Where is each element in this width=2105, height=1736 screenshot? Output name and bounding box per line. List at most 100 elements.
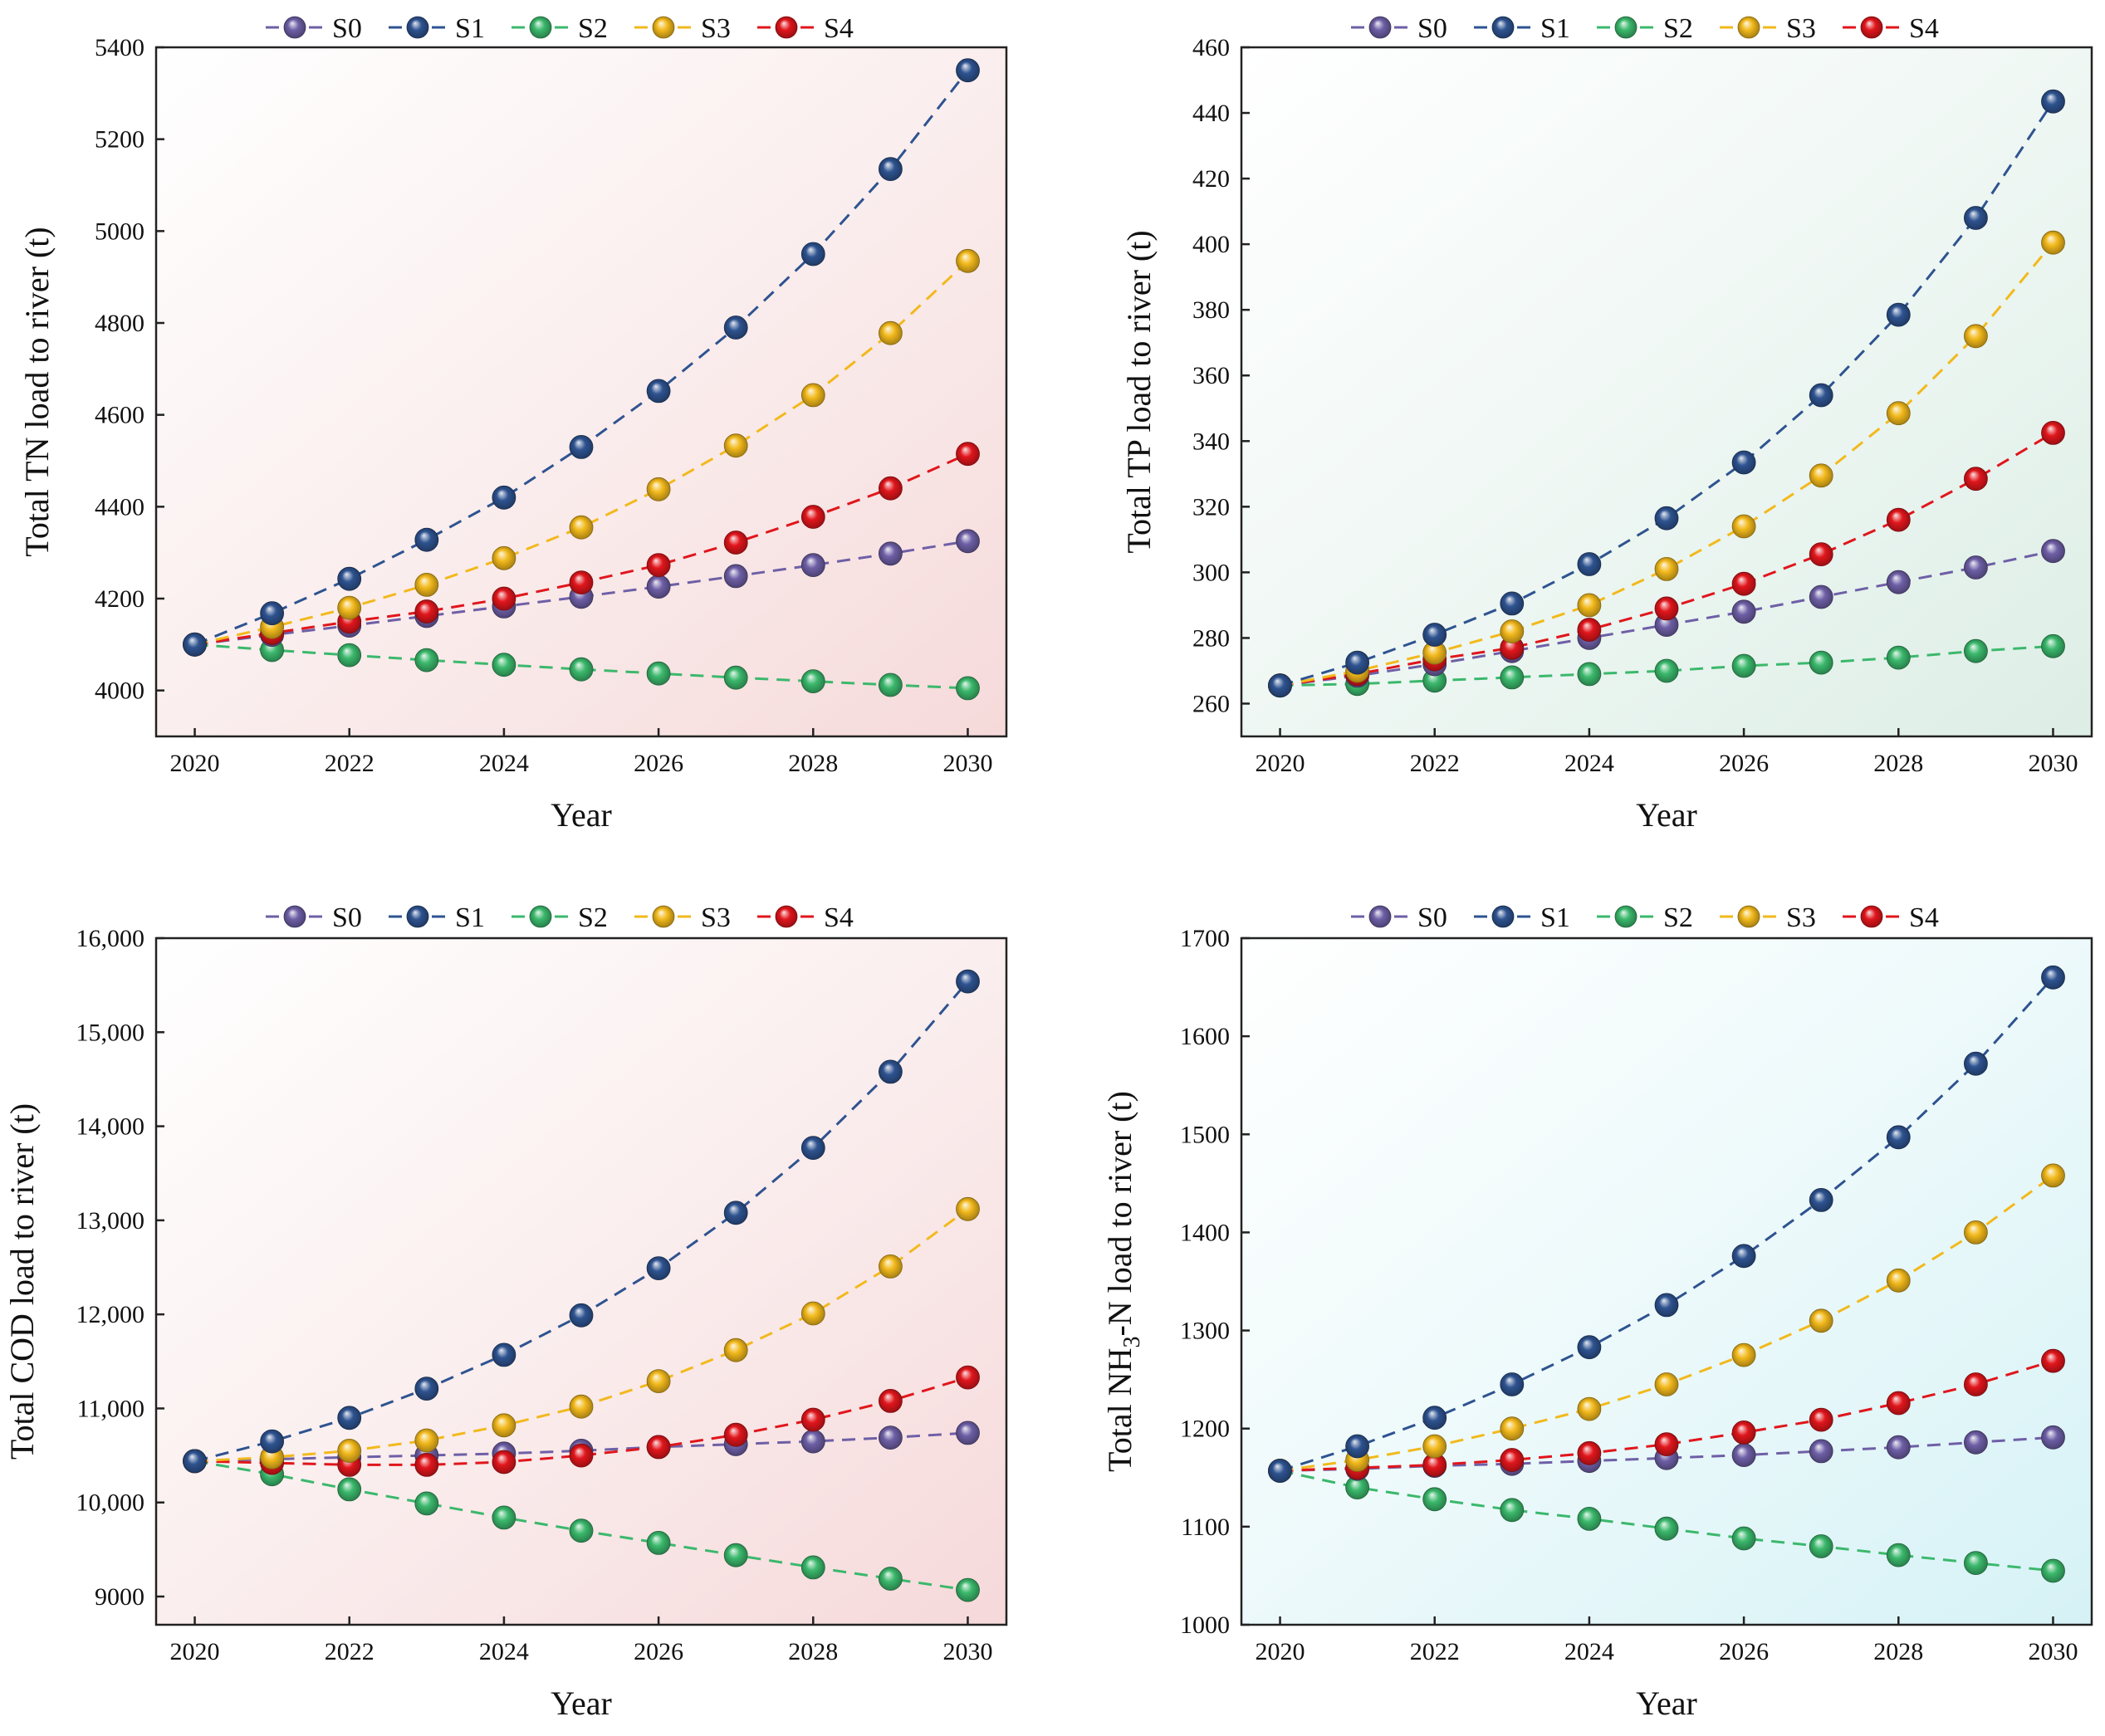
legend-item-S0: S0 (1351, 13, 1447, 44)
legend-item-S1: S1 (389, 13, 485, 44)
point-S4-2027 (723, 531, 748, 555)
y-tick-label: 4800 (95, 310, 144, 337)
point-S2-2022 (1422, 1487, 1447, 1512)
point-S1-2026 (646, 1256, 671, 1280)
series-S1 (183, 58, 980, 657)
y-tick-label: 1600 (1180, 1023, 1230, 1050)
point-S4-2026 (646, 553, 671, 577)
legend-label: S0 (1417, 902, 1447, 933)
y-tick-label: 1200 (1180, 1416, 1230, 1443)
x-tick-label: 2020 (1256, 750, 1305, 777)
legend-item-S3: S3 (634, 902, 731, 933)
x-tick-label: 2026 (634, 750, 683, 777)
point-S1-2029 (879, 157, 903, 182)
point-S4-2030 (2041, 421, 2065, 445)
point-S3-2024 (1577, 1396, 1602, 1421)
point-S4-2023 (1500, 1448, 1525, 1472)
y-tick-label: 1700 (1180, 925, 1230, 952)
x-tick-label: 2022 (1410, 1638, 1460, 1665)
point-S0-2029 (879, 541, 903, 566)
y-axis-title: Total COD load to river (t) (3, 1103, 41, 1460)
point-S1-2021 (260, 601, 285, 626)
legend-item-S2: S2 (512, 13, 608, 44)
x-tick-label: 2024 (479, 750, 529, 777)
point-S1-2022 (337, 1406, 362, 1430)
legend-item-S3: S3 (1720, 902, 1816, 933)
legend-label: S1 (455, 13, 485, 44)
point-S4-2028 (800, 1407, 825, 1432)
legend-item-S0: S0 (1351, 902, 1447, 933)
point-S4-2029 (1963, 467, 1988, 491)
point-S0-2028 (1886, 1435, 1911, 1460)
point-S3-2028 (800, 383, 825, 408)
legend-label: S2 (1663, 902, 1693, 933)
point-S3-2028 (800, 1301, 825, 1326)
y-tick-label: 12,000 (76, 1301, 145, 1328)
point-S0-2029 (879, 1425, 903, 1450)
legend-label: S3 (1786, 13, 1816, 44)
legend-label: S2 (1663, 13, 1693, 44)
legend-item-S2: S2 (1597, 902, 1693, 933)
point-S4-2025 (1654, 596, 1679, 621)
point-S0-2030 (2041, 539, 2065, 564)
point-S3-2029 (879, 320, 903, 345)
point-S0-2030 (956, 529, 980, 554)
point-S1-2026 (1731, 1244, 1756, 1269)
point-S2-2029 (1963, 638, 1988, 663)
point-S4-2029 (879, 476, 903, 501)
y-tick-label: 380 (1192, 296, 1230, 324)
point-S1-2030 (2041, 89, 2065, 114)
x-tick-label: 2020 (170, 750, 220, 777)
point-S1-2023 (1500, 1372, 1525, 1396)
point-S2-2029 (1963, 1551, 1988, 1575)
legend-marker (1491, 905, 1515, 928)
point-S2-2026 (646, 1531, 671, 1555)
point-S4-2024 (492, 1450, 516, 1474)
point-S3-2030 (956, 1196, 980, 1221)
point-S3-2026 (646, 1369, 671, 1393)
point-S3-2027 (1809, 1308, 1833, 1333)
y-tick-label: 4600 (95, 402, 144, 429)
y-tick-label: 260 (1192, 690, 1230, 717)
y-tick-label: 360 (1192, 362, 1230, 389)
plot-frame (1240, 46, 2093, 738)
legend-marker (1491, 16, 1515, 39)
point-S2-2023 (414, 648, 439, 672)
point-S3-2025 (1654, 1372, 1679, 1396)
point-S3-2023 (414, 1428, 439, 1453)
y-tick-label: 14,000 (76, 1113, 145, 1141)
y-tick-label: 1300 (1180, 1318, 1230, 1345)
legend: S0 S1 S2 S3 S4 (266, 13, 854, 44)
legend-marker (406, 16, 429, 39)
point-S1-2025 (1654, 1293, 1679, 1318)
point-S3-2025 (569, 515, 594, 540)
x-tick-label: 2020 (1256, 1638, 1305, 1665)
legend-marker (406, 905, 429, 928)
point-S2-2027 (1809, 650, 1833, 675)
legend-marker (1737, 16, 1760, 39)
point-S1-2030 (2041, 965, 2065, 990)
point-S0-2027 (1809, 1439, 1833, 1464)
point-S4-2029 (1963, 1372, 1988, 1396)
x-tick-label: 2024 (479, 1638, 529, 1665)
legend-label: S4 (1909, 13, 1939, 44)
legend-item-S1: S1 (389, 902, 485, 933)
point-S3-2028 (1886, 401, 1911, 426)
y-tick-label: 16,000 (76, 925, 145, 952)
point-S4-2024 (1577, 1440, 1602, 1465)
series-S4 (1268, 1348, 2065, 1483)
point-S4-2024 (492, 586, 516, 611)
point-S1-2027 (723, 1201, 748, 1225)
legend-marker (283, 905, 306, 928)
x-tick-label: 2030 (2028, 750, 2078, 777)
legend-item-S3: S3 (1720, 13, 1816, 44)
point-S1-2021 (1345, 1434, 1369, 1459)
point-S1-2029 (1963, 206, 1988, 230)
plot-area (156, 47, 1006, 736)
legend-item-S1: S1 (1474, 13, 1570, 44)
point-S1-2025 (1654, 506, 1679, 531)
y-tick-label: 4000 (95, 677, 144, 705)
point-S1-2025 (569, 435, 594, 459)
chart-tp: 260 280 300 320 340 360 380 400 420 440 460 2020 202… (1120, 13, 2093, 834)
series-S3 (183, 248, 980, 657)
